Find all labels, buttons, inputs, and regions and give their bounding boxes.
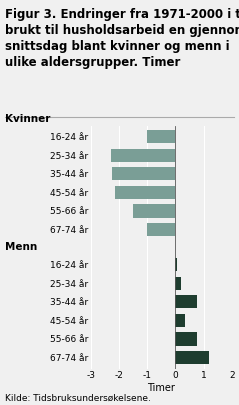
X-axis label: Timer: Timer: [147, 383, 175, 393]
Text: Kilde: Tidsbruksundersøkelsene.: Kilde: Tidsbruksundersøkelsene.: [5, 394, 151, 403]
Bar: [175, 277, 181, 290]
Bar: [175, 295, 196, 309]
Bar: [175, 313, 185, 327]
Bar: [175, 258, 177, 271]
Bar: [147, 130, 175, 143]
Bar: [175, 351, 209, 364]
Bar: [147, 223, 175, 236]
Text: Kvinner: Kvinner: [5, 114, 50, 124]
Bar: [175, 332, 196, 345]
Bar: [115, 185, 175, 199]
Bar: [111, 149, 175, 162]
Text: Figur 3. Endringer fra 1971-2000 i tid
brukt til husholdsarbeid en gjennom-
snit: Figur 3. Endringer fra 1971-2000 i tid b…: [5, 8, 239, 69]
Text: Menn: Menn: [5, 242, 37, 252]
Bar: [133, 204, 175, 217]
Bar: [112, 167, 175, 181]
